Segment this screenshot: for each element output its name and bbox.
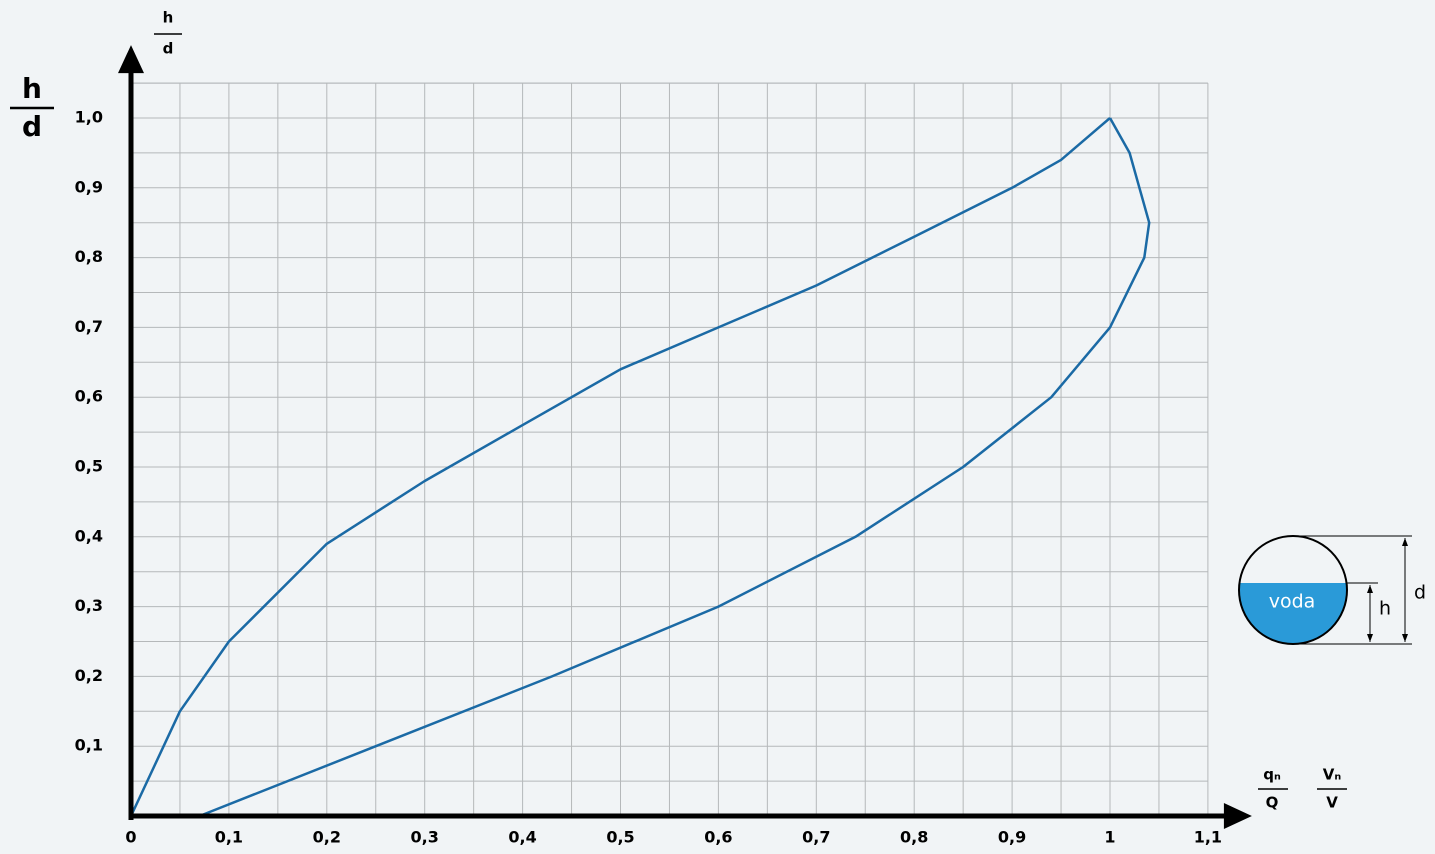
y-axis-label-small: h d bbox=[154, 9, 182, 58]
y-tick-label: 1,0 bbox=[75, 108, 103, 127]
h-label: h bbox=[1379, 598, 1391, 620]
x-tick-label: 0,9 bbox=[998, 828, 1026, 847]
x-label-den: V bbox=[1326, 794, 1338, 812]
x-tick-label: 0,1 bbox=[215, 828, 243, 847]
x-tick-label: 0 bbox=[125, 828, 136, 847]
x-tick-label: 1 bbox=[1104, 828, 1115, 847]
x-tick-label: 0,3 bbox=[411, 828, 439, 847]
plot: 0 0,1 0,2 0,3 0,4 0,5 0,6 0,7 0,8 0,9 1 1,1 0,1 0,2 0,… bbox=[75, 45, 1252, 847]
x-axis-arrow bbox=[1223, 803, 1252, 829]
water-fill bbox=[1239, 583, 1347, 645]
water-label: voda bbox=[1269, 591, 1316, 613]
x-label-den: Q bbox=[1266, 794, 1279, 812]
curve bbox=[199, 117, 1151, 818]
x-tick-label: 0,5 bbox=[606, 828, 634, 847]
x-axis-label: qₙ Q Vₙ V bbox=[1258, 766, 1347, 812]
y-tick-label: 0,3 bbox=[75, 596, 103, 615]
x-label-num: qₙ bbox=[1263, 766, 1281, 784]
y-axis-arrow bbox=[118, 45, 144, 74]
d-label: d bbox=[1414, 582, 1426, 604]
y-tick-label: 0,1 bbox=[75, 736, 103, 755]
y-label-num: h bbox=[163, 9, 174, 27]
y-tick-label: 0,9 bbox=[75, 177, 103, 196]
x-tick-label: 0,7 bbox=[802, 828, 830, 847]
x-tick-label: 0,6 bbox=[704, 828, 732, 847]
y-tick-label: 0,4 bbox=[75, 526, 103, 545]
y-axis-label-large: h d bbox=[10, 72, 54, 143]
y-label-den: d bbox=[163, 40, 174, 58]
pipe-diagram: voda h d bbox=[1238, 535, 1426, 645]
y-tick-label: 0,6 bbox=[75, 387, 103, 406]
x-label-num: Vₙ bbox=[1323, 766, 1342, 784]
x-tick-label: 0,8 bbox=[900, 828, 928, 847]
x-tick-label: 1,1 bbox=[1194, 828, 1222, 847]
y-tick-label: 0,7 bbox=[75, 317, 103, 336]
curve bbox=[129, 117, 1111, 817]
x-tick-label: 0,2 bbox=[313, 828, 341, 847]
y-label-den: d bbox=[22, 110, 42, 143]
x-tick-label: 0,4 bbox=[508, 828, 536, 847]
y-tick-label: 0,5 bbox=[75, 457, 103, 476]
y-tick-label: 0,8 bbox=[75, 247, 103, 266]
y-tick-label: 0,2 bbox=[75, 666, 103, 685]
y-label-num: h bbox=[22, 72, 42, 105]
